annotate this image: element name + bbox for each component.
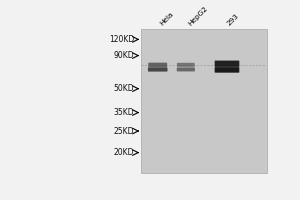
Text: 25KD: 25KD — [113, 127, 134, 136]
Text: 293: 293 — [226, 13, 240, 27]
FancyBboxPatch shape — [215, 67, 239, 73]
FancyBboxPatch shape — [148, 67, 167, 72]
Text: HepG2: HepG2 — [188, 5, 209, 27]
Bar — [141, 29, 266, 173]
Text: 120KD: 120KD — [109, 35, 134, 44]
Text: 50KD: 50KD — [113, 84, 134, 93]
FancyBboxPatch shape — [177, 67, 195, 71]
FancyBboxPatch shape — [148, 63, 167, 67]
FancyBboxPatch shape — [215, 61, 239, 67]
Text: 35KD: 35KD — [113, 108, 134, 117]
Text: Hela: Hela — [158, 11, 174, 27]
Text: 20KD: 20KD — [113, 148, 134, 157]
Text: 90KD: 90KD — [113, 51, 134, 60]
FancyBboxPatch shape — [177, 63, 195, 67]
